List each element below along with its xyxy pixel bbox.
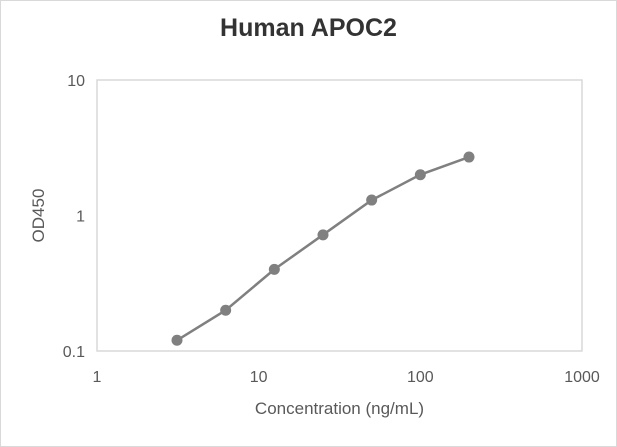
plot-area: [96, 79, 583, 352]
y-axis-ticks: 0.1 1 10: [63, 73, 85, 361]
x-tick-label: 1000: [564, 369, 600, 386]
x-axis-ticks: 1 10 100 1000: [93, 369, 600, 386]
x-tick-label: 100: [407, 369, 434, 386]
data-line: [176, 155, 470, 342]
x-axis-label: Concentration (ng/mL): [255, 399, 424, 418]
y-axis-label: OD450: [29, 189, 48, 243]
data-point: [220, 304, 232, 316]
data-point: [463, 151, 475, 163]
x-tick-label: 1: [93, 369, 102, 386]
data-point: [171, 334, 183, 346]
data-point: [268, 263, 280, 275]
chart-title: Human APOC2: [220, 14, 397, 42]
y-tick-label: 0.1: [63, 344, 85, 361]
data-point: [317, 229, 329, 241]
data-point: [366, 194, 378, 206]
data-points: [171, 151, 475, 346]
y-tick-label: 1: [76, 209, 85, 226]
data-point: [414, 169, 426, 181]
x-tick-label: 10: [250, 369, 268, 386]
y-tick-label: 10: [67, 73, 85, 90]
